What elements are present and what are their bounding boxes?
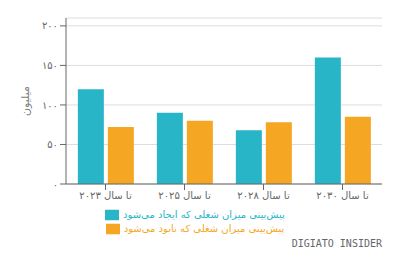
svg-text:۵۰: ۵۰ xyxy=(47,139,58,150)
svg-text:تا سال ۲۰۲۳: تا سال ۲۰۲۳ xyxy=(79,190,132,201)
svg-text:تا سال ۲۰۲۸: تا سال ۲۰۲۸ xyxy=(237,190,290,201)
html-text:پیش‌بینی میزان شغلی که نابود م: پیش‌بینی میزان شغلی که نابود می‌شود xyxy=(123,223,285,234)
svg-text:تا سال ۲۰۲۵: تا سال ۲۰۲۵ xyxy=(158,190,211,201)
svg-text:میلیون: میلیون xyxy=(19,86,32,116)
svg-text:۱۵۰: ۱۵۰ xyxy=(42,60,58,71)
svg-text:تا سال ۲۰۳۰: تا سال ۲۰۳۰ xyxy=(316,190,369,201)
html-text:پیش‌بینی میزان شغلی که ایجاد م: پیش‌بینی میزان شغلی که ایجاد می‌شود xyxy=(123,209,285,220)
svg-text:۱۰۰: ۱۰۰ xyxy=(42,100,58,111)
html-text:DIGIATO INSIDER: DIGIATO INSIDER xyxy=(291,238,382,249)
svg-text:۰: ۰ xyxy=(53,179,58,190)
svg-text:۲۰۰: ۲۰۰ xyxy=(42,20,58,31)
